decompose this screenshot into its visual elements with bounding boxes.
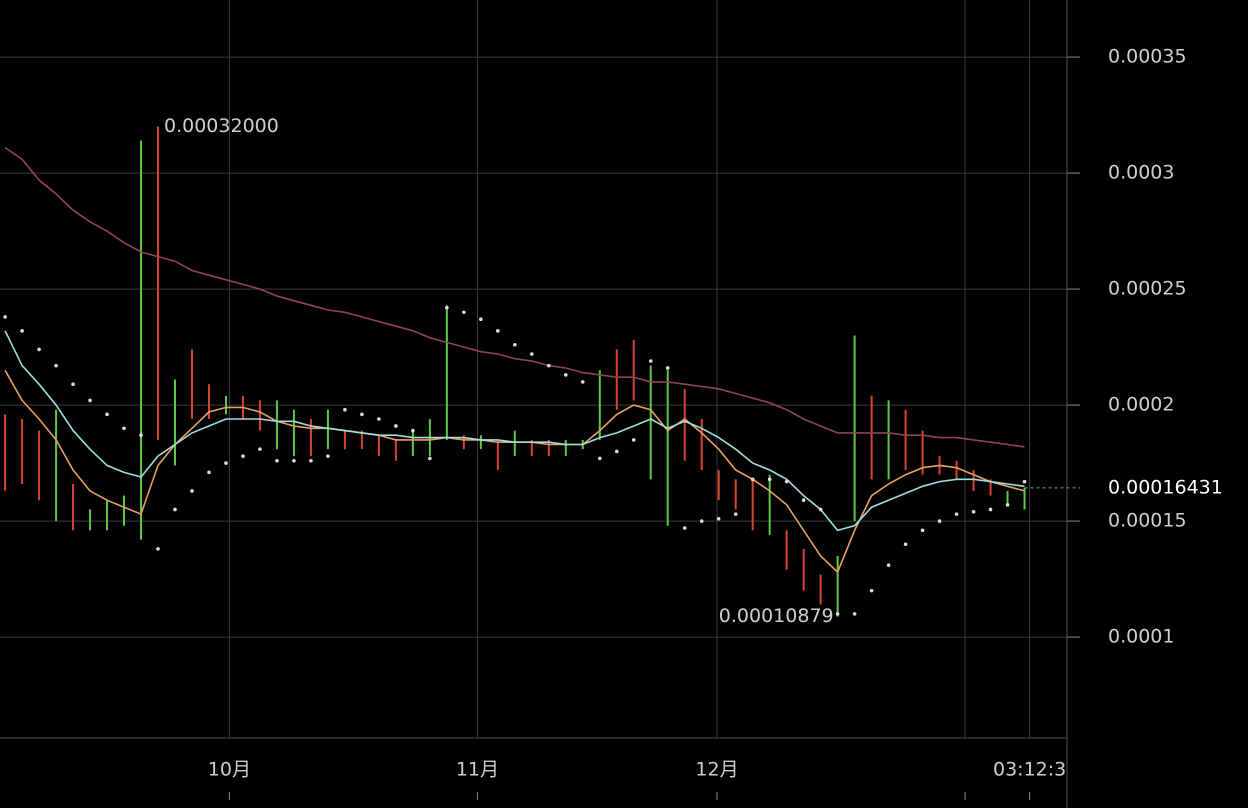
extreme-label: 0.00032000 xyxy=(164,115,279,137)
sar-dot xyxy=(530,352,534,356)
y-tick-label: 0.0002 xyxy=(1108,394,1174,416)
y-tick-label: 0.0003 xyxy=(1108,162,1174,184)
sar-dot xyxy=(920,528,925,533)
sar-dot xyxy=(479,317,483,322)
sar-dot xyxy=(767,477,772,482)
sar-dot xyxy=(682,526,687,530)
sar-dot xyxy=(105,412,109,417)
y-tick-label: 0.00035 xyxy=(1108,46,1187,68)
sar-dot xyxy=(818,507,823,512)
sar-dot xyxy=(971,509,976,514)
sar-dot xyxy=(394,424,398,428)
sar-dot xyxy=(1005,503,1010,507)
sar-dot xyxy=(122,426,126,431)
sar-dot xyxy=(139,433,143,438)
sar-dot xyxy=(563,373,568,377)
sar-dot xyxy=(309,458,313,463)
x-tick-label: 12月 xyxy=(695,759,738,781)
sar-dot xyxy=(377,417,381,421)
sar-dot xyxy=(954,512,959,516)
sar-dot xyxy=(665,366,670,370)
x-tick-label: 11月 xyxy=(456,759,499,781)
sar-dot xyxy=(292,458,296,463)
x-tick-label: 03:12:3 xyxy=(993,759,1066,781)
y-tick-label: 0.00015 xyxy=(1108,510,1187,532)
sar-dot xyxy=(852,612,857,616)
last-price-label: 0.00016431 xyxy=(1108,476,1223,498)
sar-dot xyxy=(988,507,993,512)
sar-dot xyxy=(750,477,755,482)
x-tick-label: 10月 xyxy=(208,759,251,781)
sar-dot xyxy=(326,454,330,458)
sar-dot xyxy=(784,479,789,484)
sar-dot xyxy=(241,454,245,458)
y-tick-label: 0.0001 xyxy=(1108,626,1174,648)
sar-dot xyxy=(614,449,619,454)
sar-dot xyxy=(597,456,602,461)
sar-dot xyxy=(207,470,211,475)
sar-dot xyxy=(648,359,653,363)
sar-dot xyxy=(580,380,585,384)
sar-dot xyxy=(716,516,721,521)
sar-dot xyxy=(428,456,432,461)
moving-average xyxy=(4,146,1025,448)
sar-dot xyxy=(733,512,738,516)
sar-dot xyxy=(156,547,160,551)
sar-dot xyxy=(937,519,942,523)
sar-dot xyxy=(699,519,704,523)
sar-dot xyxy=(411,428,415,433)
sar-dot xyxy=(462,310,466,315)
sar-dot xyxy=(71,382,75,386)
sar-dot xyxy=(224,461,228,465)
y-tick-label: 0.00025 xyxy=(1108,278,1187,300)
sar-dot xyxy=(903,542,908,547)
sar-dot xyxy=(835,612,840,616)
sar-dot xyxy=(54,363,58,368)
sar-dot xyxy=(513,342,517,347)
sar-dot xyxy=(88,398,92,403)
sar-dot xyxy=(631,438,636,442)
sar-dot xyxy=(343,407,347,412)
sar-dot xyxy=(546,363,551,368)
sar-dot xyxy=(801,498,806,502)
sar-dot xyxy=(1022,479,1027,484)
sar-dot xyxy=(275,458,279,463)
moving-average xyxy=(4,330,1025,532)
sar-dot xyxy=(886,563,891,567)
sar-dot xyxy=(173,507,177,512)
sar-dot xyxy=(190,489,194,493)
sar-dot xyxy=(869,588,874,593)
sar-dot xyxy=(37,347,41,352)
sar-dot xyxy=(496,329,500,333)
extreme-label: 0.00010879 xyxy=(719,605,834,627)
sar-dot xyxy=(3,315,7,319)
sar-dot xyxy=(20,329,24,333)
sar-dot xyxy=(258,447,262,451)
sar-dot xyxy=(360,412,364,417)
sar-dot xyxy=(445,305,449,310)
